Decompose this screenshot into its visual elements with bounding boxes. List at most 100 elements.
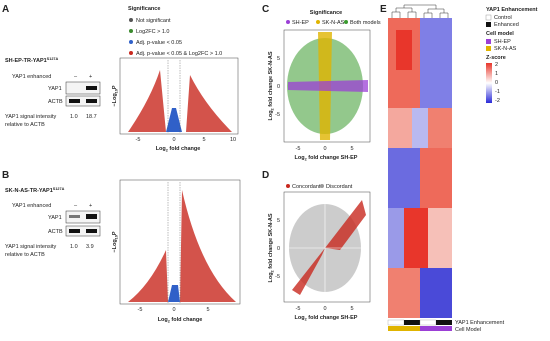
point-cloud (288, 80, 368, 92)
intensity-value: 1.0 (70, 114, 78, 120)
label-part: P (112, 231, 118, 235)
heatmap-block (420, 18, 452, 108)
panel-label: D (262, 170, 269, 181)
legend-title: Significance (310, 10, 342, 16)
cell-line-name: SK-N-AS-TR-YAP1 (5, 188, 53, 194)
y-tick-label: 0 (277, 84, 280, 90)
band (69, 215, 80, 218)
x-axis-label: Log2 fold change SH-EP (295, 155, 358, 162)
label-part: fold change SK-N-AS (268, 213, 274, 270)
annotation-label: YAP1 Enhancement (455, 320, 505, 326)
cell-line: SK-N-AS-TR-YAP1S127A (5, 187, 65, 194)
colorbar (486, 63, 492, 103)
colorbar-tick: 2 (495, 62, 498, 68)
label-part: Log (156, 146, 166, 152)
band (69, 229, 80, 233)
x-tick-label: 5 (202, 137, 205, 143)
annotation-cell (419, 319, 437, 326)
y-axis-label: −Log10P (112, 231, 119, 253)
label-part: P (112, 85, 118, 89)
legend-entry: Not significant (136, 18, 171, 24)
legend-title: Z-score (486, 55, 506, 61)
heatmap-block (420, 148, 452, 208)
intensity-value: 18.7 (86, 114, 97, 120)
label-part: fold change SK-N-AS (268, 51, 274, 108)
subscript: 2 (166, 149, 168, 153)
colorbar-tick: -1 (495, 89, 500, 95)
legend-title: Cell model (486, 31, 514, 37)
label-part: Log (268, 110, 274, 120)
label-part: Log (295, 315, 305, 321)
legend-entry: Log2FC > 1.0 (136, 29, 169, 35)
colorbar-tick: 1 (495, 71, 498, 77)
subscript: 2 (305, 158, 307, 162)
x-axis-label: Log2 fold change SH-EP (295, 315, 358, 322)
band (86, 229, 97, 233)
annotation-cell (436, 320, 452, 325)
band (86, 86, 97, 90)
legend-dot (286, 20, 290, 24)
plot-frame (119, 179, 241, 305)
blot (65, 95, 101, 107)
legend-dot (129, 51, 133, 55)
label-part: −Log (112, 93, 118, 106)
point-cloud (128, 70, 232, 132)
legend-entry: Control (494, 15, 512, 21)
legend-title: YAP1 Enhancement (486, 7, 538, 13)
legend-swatch (486, 46, 491, 51)
condition: YAP1 enhanced (12, 203, 51, 209)
y-tick-label: 5 (277, 218, 280, 224)
x-tick-label: -5 (296, 146, 301, 152)
legend-dot (129, 29, 133, 33)
annotation-cell (404, 320, 420, 325)
legend-dot (129, 40, 133, 44)
point-cloud (292, 200, 366, 295)
label-part: fold change (168, 146, 200, 152)
heatmap-block (388, 108, 412, 148)
subscript: 2 (271, 108, 275, 110)
heatmap (388, 18, 452, 318)
band (69, 99, 80, 103)
legend-dot (316, 20, 320, 24)
intensity-value: 1.0 (70, 244, 78, 250)
blot-label: ACTB (48, 99, 63, 105)
legend-entry: Both models (350, 20, 381, 26)
heatmap-block (420, 268, 452, 318)
y-tick-label: 5 (277, 56, 280, 62)
panel-label: A (2, 4, 9, 15)
label-part: Log (268, 272, 274, 282)
point-cloud (166, 108, 182, 132)
heatmap-block (388, 148, 420, 208)
label-part: fold change (170, 317, 202, 323)
x-axis-label: Log2 fold change (158, 317, 203, 324)
x-tick-label: 0 (323, 306, 326, 312)
subscript: 10 (115, 89, 119, 93)
x-tick-label: 10 (230, 137, 236, 143)
y-axis-label: −Log10P (112, 85, 119, 107)
legend-dot (344, 20, 348, 24)
cell-line-name: SH-EP-TR-YAP1 (5, 58, 47, 64)
x-tick-label: 0 (172, 307, 175, 313)
y-tick-label: -5 (275, 112, 280, 118)
colorbar-tick: 0 (495, 80, 498, 86)
band (86, 214, 97, 219)
legend-dot (129, 18, 133, 22)
superscript: S127A (53, 187, 65, 191)
blot (65, 225, 101, 237)
blot (65, 81, 101, 95)
label-part: fold change SH-EP (307, 315, 358, 321)
legend-entry: Discordant (326, 184, 353, 190)
blot-label: ACTB (48, 229, 63, 235)
annotation-label: Cell Model (455, 327, 481, 333)
annotation-cell (388, 326, 420, 331)
blot-label: YAP1 (48, 86, 62, 92)
cell-line: SH-EP-TR-YAP1S127A (5, 57, 59, 64)
point-cloud (168, 285, 180, 302)
legend-swatch (486, 39, 491, 44)
x-tick-label: 5 (350, 306, 353, 312)
lane: – (74, 203, 78, 209)
legend-entry: Adj. p-value < 0.05 (136, 40, 182, 46)
dendrogram (391, 4, 449, 18)
subscript: 10 (115, 235, 119, 239)
legend-swatch (486, 22, 491, 27)
